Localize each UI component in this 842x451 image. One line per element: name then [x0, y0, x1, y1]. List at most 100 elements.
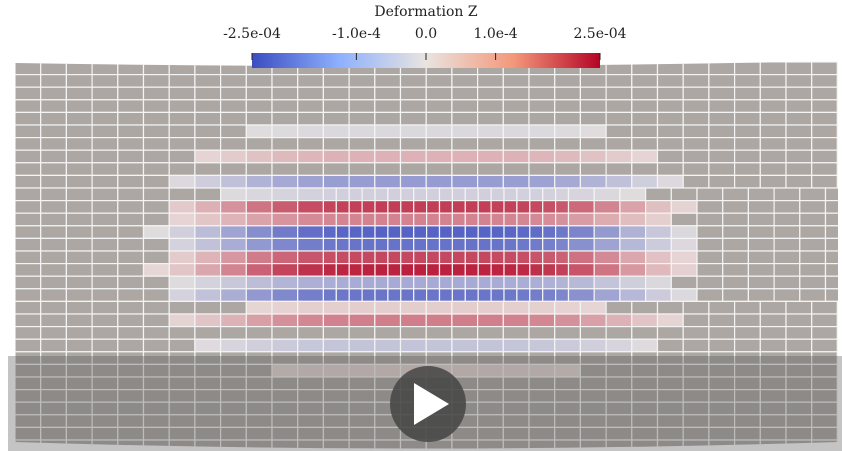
mesh-cell — [426, 163, 452, 176]
mesh-cell — [478, 251, 491, 264]
mesh-cell — [569, 251, 595, 264]
mesh-cell — [221, 62, 247, 75]
mesh-cell — [683, 62, 709, 75]
mesh-cell — [658, 314, 684, 327]
mesh-cell — [246, 75, 272, 88]
mesh-cell — [15, 175, 41, 188]
mesh-cell — [671, 188, 697, 201]
mesh-cell — [646, 276, 672, 289]
mesh-cell — [221, 226, 247, 239]
mesh-cell — [15, 238, 41, 251]
mesh-cell — [388, 226, 401, 239]
mesh-cell — [349, 226, 362, 239]
mesh-cell — [375, 125, 401, 138]
mesh-cell — [66, 276, 92, 289]
mesh-cell — [349, 327, 375, 340]
mesh-cell — [66, 188, 92, 201]
mesh-cell — [401, 264, 414, 277]
mesh-cell — [478, 264, 491, 277]
mesh-cell — [195, 213, 221, 226]
mesh-cell — [41, 150, 67, 163]
mesh-cell — [529, 163, 555, 176]
mesh-cell — [658, 175, 684, 188]
mesh-cell — [323, 276, 336, 289]
mesh-cell — [709, 339, 735, 352]
mesh-cell — [92, 251, 118, 264]
mesh-cell — [246, 314, 272, 327]
mesh-cell — [362, 226, 375, 239]
mesh-cell — [375, 188, 388, 201]
mesh-cell — [812, 327, 838, 340]
mesh-cell — [580, 314, 606, 327]
mesh-cell — [118, 201, 144, 214]
mesh-cell — [837, 125, 842, 138]
mesh-cell — [671, 201, 697, 214]
mesh-cell — [375, 100, 401, 113]
mesh-cell — [246, 238, 272, 251]
mesh-cell — [620, 188, 646, 201]
mesh-cell — [362, 251, 375, 264]
mesh-cell — [786, 125, 812, 138]
mesh-cell — [580, 125, 606, 138]
mesh-cell — [658, 75, 684, 88]
mesh-cell — [800, 264, 826, 277]
mesh-cell — [580, 339, 606, 352]
mesh-cell — [812, 163, 838, 176]
mesh-cell — [760, 125, 786, 138]
mesh-cell — [556, 188, 569, 201]
mesh-cell — [118, 276, 144, 289]
mesh-cell — [401, 138, 427, 151]
mesh-cell — [594, 188, 620, 201]
mesh-cell — [298, 87, 324, 100]
mesh-cell — [426, 150, 452, 163]
mesh-cell — [92, 276, 118, 289]
mesh-cell — [92, 100, 118, 113]
mesh-cell — [606, 314, 632, 327]
mesh-cell — [723, 264, 749, 277]
mesh-cell — [503, 138, 529, 151]
mesh-cell — [452, 251, 465, 264]
mesh-cell — [66, 301, 92, 314]
mesh-cell — [388, 188, 401, 201]
mesh-cell — [658, 339, 684, 352]
mesh-cell — [246, 188, 272, 201]
mesh-cell — [272, 238, 298, 251]
mesh-cell — [401, 112, 427, 125]
mesh-cell — [530, 264, 543, 277]
mesh-cell — [735, 138, 761, 151]
mesh-cell — [735, 75, 761, 88]
mesh-cell — [388, 264, 401, 277]
mesh-cell — [414, 264, 427, 277]
mesh-cell — [427, 251, 440, 264]
mesh-cell — [723, 226, 749, 239]
mesh-cell — [478, 314, 504, 327]
mesh-cell — [786, 62, 812, 75]
mesh-cell — [478, 100, 504, 113]
mesh-cell — [774, 226, 800, 239]
mesh-cell — [812, 75, 838, 88]
mesh-cell — [118, 289, 144, 302]
mesh-cell — [491, 213, 504, 226]
mesh-cell — [465, 201, 478, 214]
mesh-cell — [478, 238, 491, 251]
mesh-cell — [92, 188, 118, 201]
mesh-cell — [580, 87, 606, 100]
mesh-cell — [15, 100, 41, 113]
mesh-cell — [452, 163, 478, 176]
play-button[interactable] — [390, 366, 466, 442]
mesh-cell — [246, 138, 272, 151]
mesh-cell — [465, 276, 478, 289]
mesh-cell — [529, 314, 555, 327]
mesh-cell — [837, 163, 842, 176]
mesh-cell — [504, 238, 517, 251]
mesh-cell — [517, 188, 530, 201]
mesh-cell — [555, 150, 581, 163]
mesh-cell — [66, 289, 92, 302]
mesh-cell — [748, 276, 774, 289]
mesh-cell — [760, 163, 786, 176]
mesh-cell — [66, 150, 92, 163]
mesh-cell — [169, 112, 195, 125]
mesh-cell — [504, 264, 517, 277]
mesh-cell — [349, 112, 375, 125]
mesh-cell — [118, 301, 144, 314]
